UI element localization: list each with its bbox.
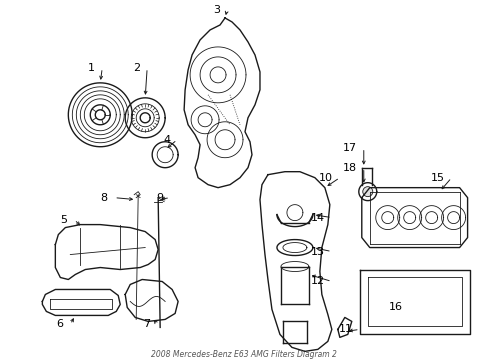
Circle shape [362,187,372,197]
Text: 8: 8 [100,193,107,203]
Text: 13: 13 [310,247,324,257]
Text: 15: 15 [430,173,444,183]
Text: 11: 11 [338,324,352,334]
Text: 7: 7 [143,319,150,329]
Text: 1: 1 [88,63,95,73]
Text: 3: 3 [213,5,220,15]
Text: 10: 10 [318,173,332,183]
Text: 12: 12 [310,276,324,287]
Text: 6: 6 [56,319,63,329]
Text: 16: 16 [388,302,402,312]
Text: 2: 2 [133,63,140,73]
Text: 14: 14 [310,213,324,222]
Text: 18: 18 [342,163,356,173]
Text: 17: 17 [342,143,356,153]
Text: 2008 Mercedes-Benz E63 AMG Filters Diagram 2: 2008 Mercedes-Benz E63 AMG Filters Diagr… [151,350,336,359]
Text: 9: 9 [156,193,163,203]
Text: 4: 4 [163,135,170,145]
Text: 5: 5 [60,215,67,225]
